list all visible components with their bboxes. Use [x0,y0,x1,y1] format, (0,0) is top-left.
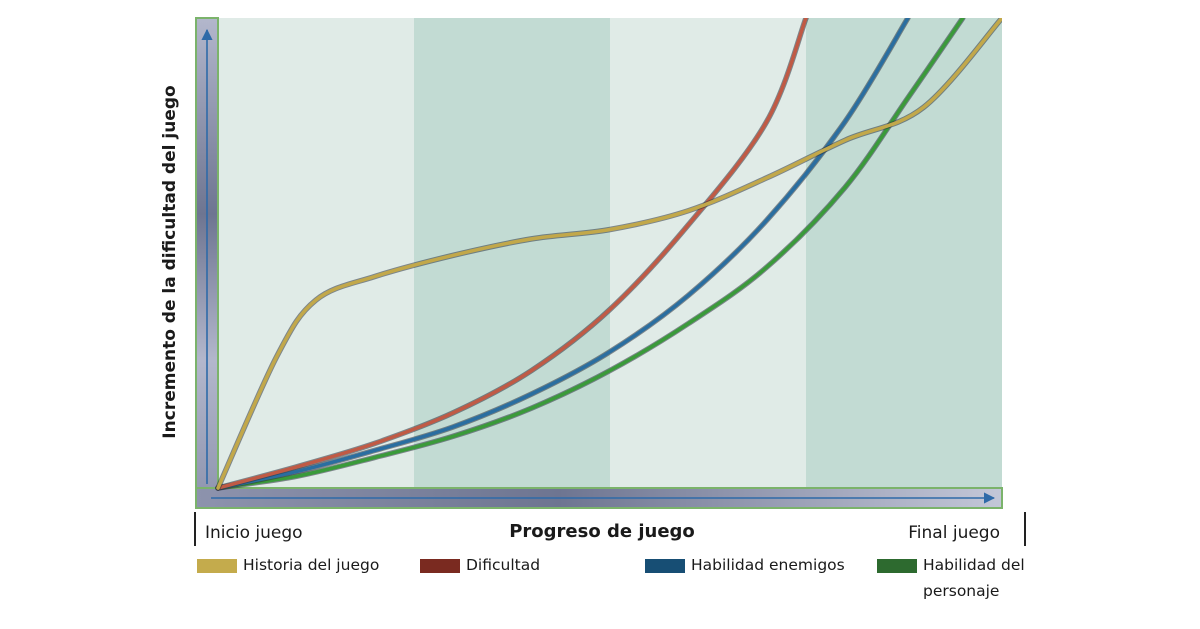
legend-swatch [877,559,917,573]
series-layer [215,18,1002,491]
legend-swatch [197,559,237,573]
x-tick-end-label: Final juego [908,523,1000,543]
background-band-4 [806,18,1002,488]
legend-item-historia: Historia del juego [197,556,379,578]
legend-item-dificultad: Dificultad [420,556,540,578]
background-bands [218,18,1002,488]
y-axis-label: Incremento de la dificultad del juego [160,85,180,439]
background-band-2 [414,18,610,488]
axes [195,17,1003,509]
legend-item-habilidad-personaje: Habilidad del personaje [877,556,1033,604]
legend-label: Habilidad enemigos [691,556,845,574]
series-line-historia-del-juego [216,18,1002,490]
series-line-habilidad-del-personaje [216,18,965,490]
background-band-3 [610,18,806,488]
x-axis-label: Progreso de juego [509,521,695,542]
x-range-start-bracket [194,512,196,546]
series-line-dificultad [216,18,808,490]
legend-swatch [645,559,685,573]
legend-label: Dificultad [466,556,541,574]
legend-label: Historia del juego [243,556,380,574]
x-tick-start-label: Inicio juego [205,523,303,543]
legend-label: Habilidad del personaje [923,556,1025,600]
legend-item-habilidad-enemigos: Habilidad enemigos [645,556,845,578]
x-range-end-bracket [1024,512,1026,546]
legend-swatch [420,559,460,573]
